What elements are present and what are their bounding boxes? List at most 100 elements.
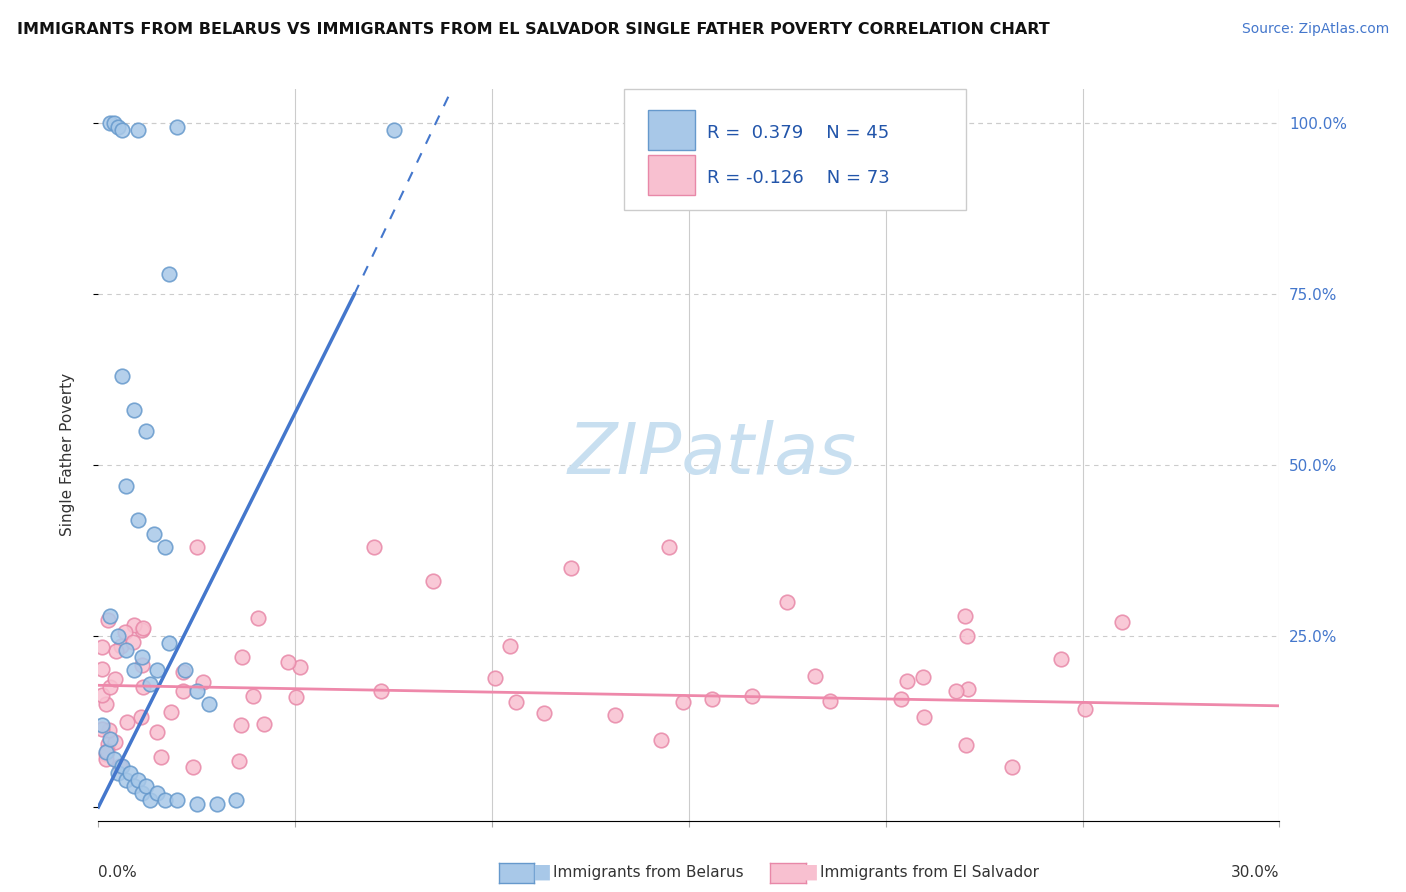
Point — [955, 738, 977, 752]
Point — [131, 649, 153, 664]
Point — [111, 369, 134, 384]
Point — [122, 403, 145, 417]
Point — [225, 793, 247, 807]
Point — [146, 786, 169, 800]
Point — [945, 684, 967, 698]
Text: ▪: ▪ — [799, 858, 818, 887]
Point — [104, 735, 127, 749]
Point — [246, 610, 269, 624]
Point — [890, 691, 912, 706]
Point — [91, 640, 114, 654]
Point — [91, 688, 114, 702]
Point — [127, 123, 149, 137]
Point — [953, 608, 976, 623]
Point — [205, 797, 228, 811]
Point — [363, 540, 385, 554]
Point — [107, 120, 129, 134]
Point — [98, 608, 121, 623]
Point — [422, 574, 444, 589]
Point — [603, 707, 626, 722]
Point — [197, 698, 219, 712]
Point — [111, 759, 134, 773]
Point — [741, 689, 763, 703]
Point — [138, 793, 160, 807]
Point — [1111, 615, 1133, 630]
Point — [896, 673, 918, 688]
Point — [135, 424, 157, 438]
Point — [129, 709, 152, 723]
Point — [91, 718, 114, 732]
Text: ZIPatlas: ZIPatlas — [568, 420, 858, 490]
FancyBboxPatch shape — [648, 155, 695, 195]
Point — [166, 120, 188, 134]
Point — [1049, 652, 1071, 666]
Point — [1001, 760, 1024, 774]
Point — [131, 786, 153, 800]
Point — [138, 677, 160, 691]
Point — [183, 760, 205, 774]
Point — [122, 618, 145, 632]
Point — [533, 706, 555, 721]
Point — [804, 669, 827, 683]
Point — [166, 793, 188, 807]
Point — [115, 772, 138, 787]
Point — [127, 513, 149, 527]
Point — [107, 765, 129, 780]
Point — [186, 540, 208, 554]
Point — [131, 623, 153, 637]
Point — [132, 621, 155, 635]
Point — [912, 710, 935, 724]
Point — [155, 540, 177, 554]
Text: 30.0%: 30.0% — [1232, 864, 1279, 880]
Text: R =  0.379    N = 45: R = 0.379 N = 45 — [707, 124, 889, 142]
Point — [115, 478, 138, 492]
Point — [560, 560, 582, 574]
Point — [650, 733, 672, 747]
Point — [172, 665, 194, 679]
Point — [122, 780, 145, 794]
Point — [370, 683, 392, 698]
Point — [96, 697, 118, 711]
Text: 0.0%: 0.0% — [98, 864, 138, 880]
Point — [671, 695, 693, 709]
Point — [253, 716, 276, 731]
Point — [242, 690, 264, 704]
Point — [97, 737, 120, 751]
Point — [107, 629, 129, 643]
Point — [157, 636, 180, 650]
Point — [114, 625, 136, 640]
Point — [110, 639, 132, 653]
Point — [193, 674, 215, 689]
Point — [97, 613, 120, 627]
Point — [382, 123, 405, 137]
Point — [145, 725, 167, 739]
Text: Immigrants from Belarus: Immigrants from Belarus — [553, 865, 744, 880]
Point — [127, 772, 149, 787]
Point — [98, 116, 121, 130]
Point — [118, 765, 141, 780]
Point — [121, 635, 143, 649]
Point — [277, 656, 299, 670]
Point — [955, 629, 977, 643]
Text: Immigrants from El Salvador: Immigrants from El Salvador — [820, 865, 1039, 880]
Point — [956, 681, 979, 696]
Point — [94, 752, 117, 766]
Point — [228, 754, 250, 768]
Point — [131, 681, 153, 695]
Point — [111, 123, 134, 137]
Point — [231, 650, 253, 665]
Text: Source: ZipAtlas.com: Source: ZipAtlas.com — [1241, 22, 1389, 37]
Point — [155, 793, 177, 807]
Point — [115, 714, 138, 729]
Point — [108, 758, 131, 772]
Point — [104, 672, 127, 686]
Text: R = -0.126    N = 73: R = -0.126 N = 73 — [707, 169, 890, 187]
Point — [818, 694, 841, 708]
Point — [912, 670, 935, 684]
Point — [98, 731, 121, 746]
Point — [96, 744, 118, 758]
Point — [91, 662, 114, 676]
Point — [174, 663, 197, 677]
Point — [702, 692, 724, 706]
Point — [288, 659, 311, 673]
